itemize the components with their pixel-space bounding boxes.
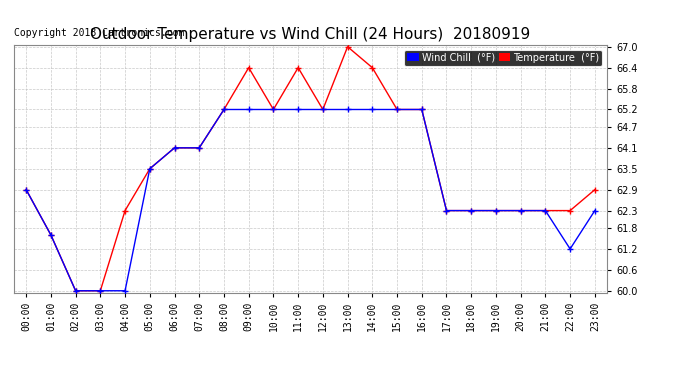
Title: Outdoor Temperature vs Wind Chill (24 Hours)  20180919: Outdoor Temperature vs Wind Chill (24 Ho… xyxy=(90,27,531,42)
Legend: Wind Chill  (°F), Temperature  (°F): Wind Chill (°F), Temperature (°F) xyxy=(404,50,602,66)
Text: Copyright 2018 Cartronics.com: Copyright 2018 Cartronics.com xyxy=(14,28,184,38)
